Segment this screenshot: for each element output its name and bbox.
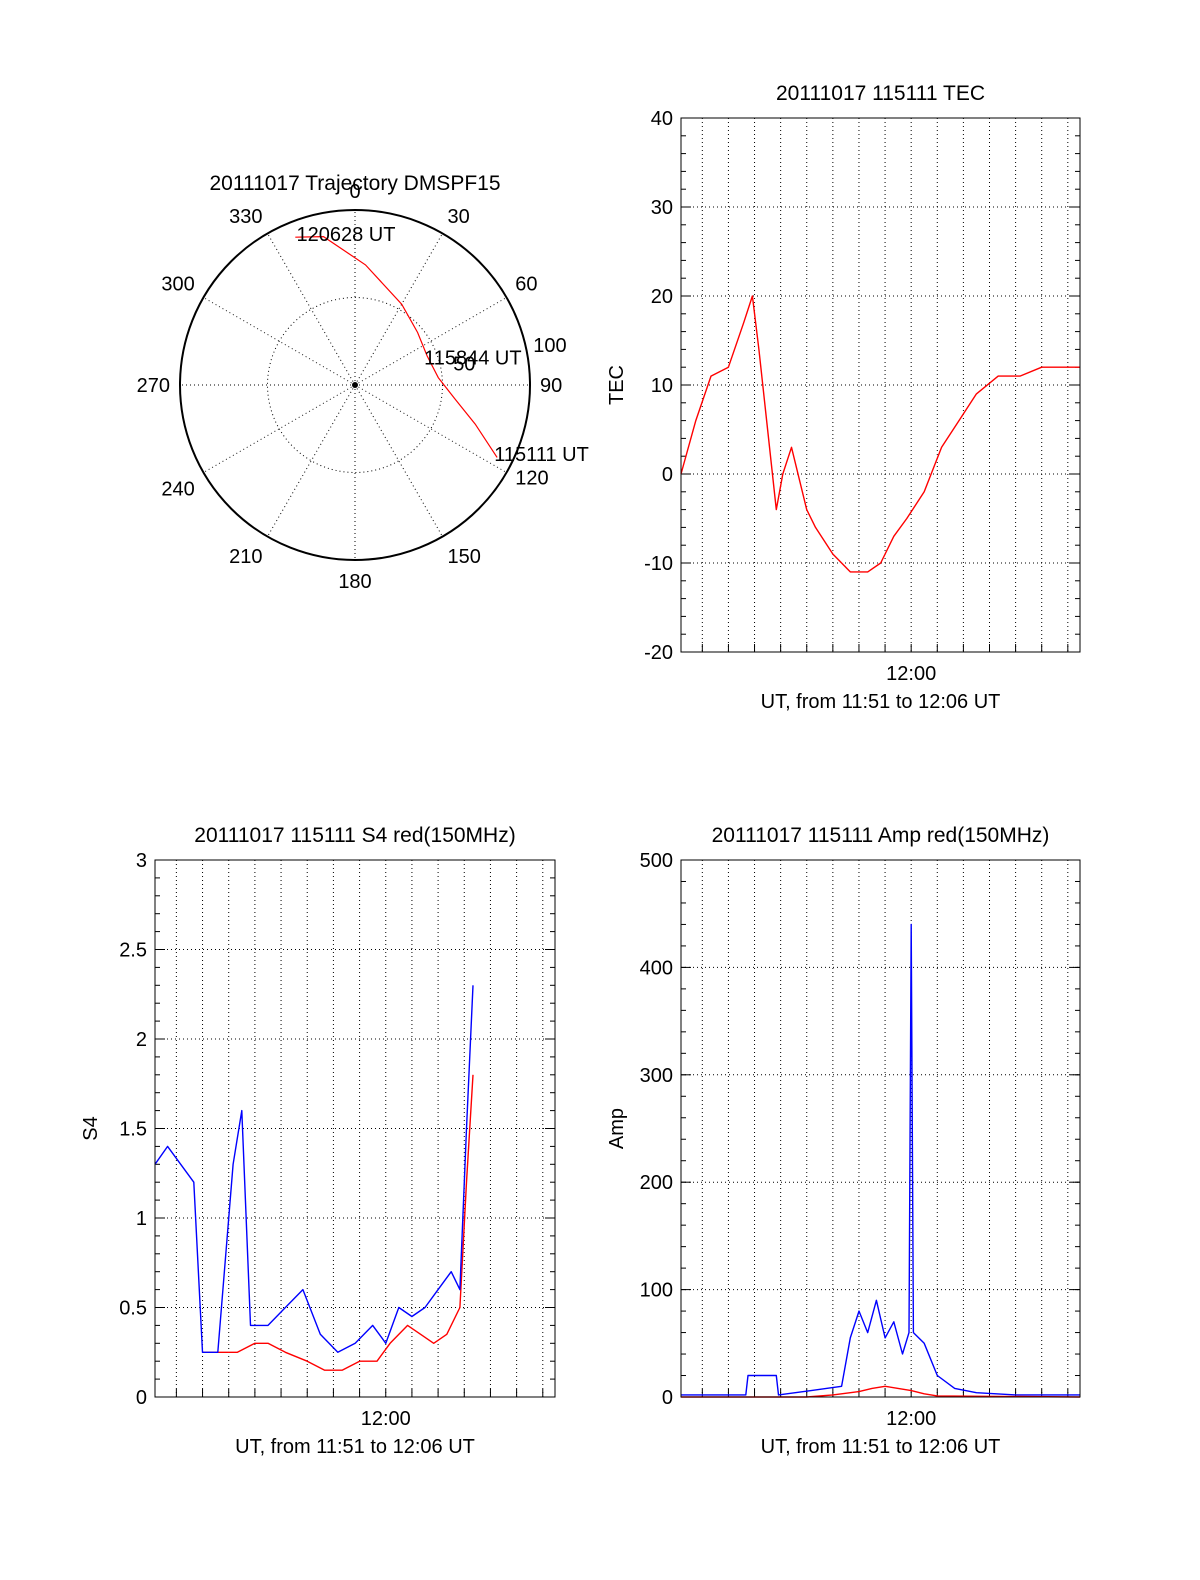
tec-ytick-label: 0: [662, 464, 673, 486]
s4-ytick-label: 0: [136, 1387, 147, 1409]
time-annotation: 115844 UT: [424, 347, 521, 369]
tec-y-axis-label: TEC: [606, 365, 628, 405]
tec-ytick-label: -10: [644, 553, 673, 575]
amp-title: 20111017 115111 Amp red(150MHz): [712, 824, 1050, 847]
azimuth-label: 210: [229, 546, 262, 568]
tec-ytick-label: 30: [651, 197, 673, 219]
amp-ytick-label: 100: [640, 1280, 673, 1302]
tec-plot-frame: [680, 117, 1081, 653]
azimuth-spoke: [354, 297, 507, 386]
s4-ytick-label: 1: [136, 1208, 147, 1230]
amp-ytick-label: 200: [640, 1172, 673, 1194]
s4-ytick-label: 0.5: [119, 1298, 147, 1320]
tec-series-line: [680, 295, 1080, 573]
azimuth-label: 90: [540, 375, 562, 397]
polar-title: 20111017 Trajectory DMSPF15: [209, 172, 500, 195]
time-annotation: 115111 UT: [494, 444, 589, 466]
amp-ytick-label: 500: [640, 850, 673, 872]
trajectory-polar-plot: 20111017 Trajectory DMSPF15 0 30 60 90 120 15…: [137, 172, 589, 593]
s4-series-line: [202, 1074, 474, 1371]
azimuth-label: 180: [338, 571, 371, 593]
azimuth-label: 330: [229, 206, 262, 228]
trajectory-line: [295, 235, 498, 458]
s4-ytick-label: 1.5: [119, 1119, 147, 1141]
azimuth-spoke: [354, 384, 507, 473]
amp-ytick-label: 0: [662, 1387, 673, 1409]
s4-ytick-label: 3: [136, 850, 147, 872]
s4-ytick-label: 2.5: [119, 940, 147, 962]
s4-xtick-label: 12:00: [361, 1408, 411, 1430]
azimuth-label: 150: [448, 546, 481, 568]
amp-series-line: [681, 1385, 1081, 1398]
azimuth-spoke: [267, 384, 356, 537]
radial-label: 100: [533, 335, 566, 357]
amp-series-line: [681, 923, 1080, 1396]
azimuth-spoke: [267, 233, 356, 386]
radial-label: 50: [453, 353, 475, 375]
amp-chart: 20111017 115111 Amp red(150MHz) 0 100 200 30…: [606, 824, 1081, 1458]
azimuth-spoke: [354, 384, 443, 537]
azimuth-label: 300: [161, 274, 194, 296]
s4-x-axis-label: UT, from 11:51 to 12:06 UT: [235, 1436, 475, 1458]
tec-chart: 20111017 115111 TEC -20 -10 0 10 20 30 40 12:00 U…: [606, 82, 1081, 713]
s4-plot-frame: [154, 859, 556, 1398]
elevation-ring: [267, 297, 443, 473]
azimuth-label: 30: [448, 206, 470, 228]
amp-xtick-label: 12:00: [886, 1408, 936, 1430]
tec-ytick-label: -20: [644, 642, 673, 664]
azimuth-label: 120: [515, 468, 548, 490]
s4-series-line: [154, 985, 474, 1353]
tec-ytick-label: 10: [651, 375, 673, 397]
time-annotation: 120628 UT: [296, 224, 395, 246]
amp-y-axis-label: Amp: [606, 1108, 628, 1149]
tec-ytick-label: 20: [651, 286, 673, 308]
s4-chart: 20111017 115111 S4 red(150MHz) 0 0.5 1 1.5 2 2…: [80, 824, 556, 1458]
azimuth-label: 0: [349, 181, 360, 203]
azimuth-label: 60: [515, 274, 537, 296]
amp-ytick-label: 300: [640, 1065, 673, 1087]
amp-ytick-label: 400: [640, 957, 673, 979]
azimuth-label: 240: [161, 479, 194, 501]
s4-y-axis-label: S4: [80, 1116, 102, 1140]
horizon-circle: [179, 209, 531, 561]
azimuth-label: 270: [137, 375, 170, 397]
tec-title: 20111017 115111 TEC: [776, 82, 985, 105]
s4-title: 20111017 115111 S4 red(150MHz): [194, 824, 515, 847]
tec-xtick-label: 12:00: [886, 663, 936, 685]
tec-ytick-label: 40: [651, 108, 673, 130]
s4-ytick-label: 2: [136, 1029, 147, 1051]
tec-x-axis-label: UT, from 11:51 to 12:06 UT: [761, 691, 1001, 713]
amp-x-axis-label: UT, from 11:51 to 12:06 UT: [761, 1436, 1001, 1458]
amp-plot-frame: [680, 859, 1081, 1398]
